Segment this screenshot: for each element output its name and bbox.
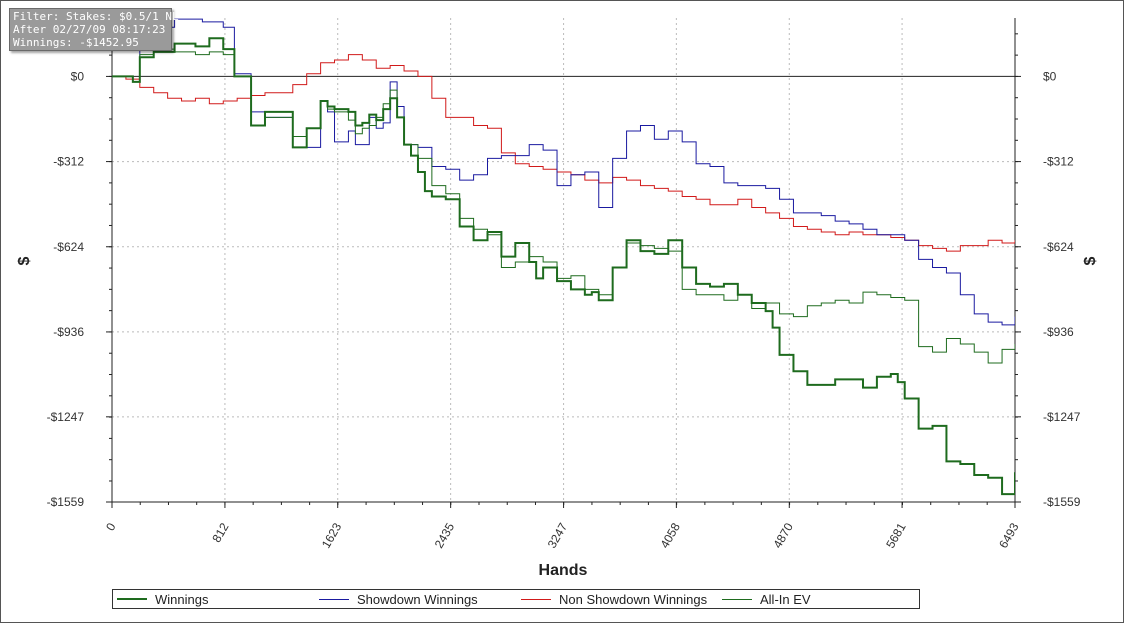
axes (106, 18, 1021, 508)
y-tick-label-left: -$1247 (47, 410, 85, 424)
x-tick-label: 1623 (319, 520, 345, 550)
series-line-non-showdown-winnings (112, 54, 1015, 252)
y-tick-label-right: -$1247 (1043, 410, 1081, 424)
legend: Winnings Showdown Winnings Non Showdown … (112, 589, 920, 609)
legend-swatch-winnings (117, 598, 147, 600)
legend-label-non-showdown: Non Showdown Winnings (559, 591, 708, 607)
legend-swatch-showdown (319, 598, 349, 600)
legend-item-showdown: Showdown Winnings (319, 590, 478, 608)
x-tick-label: 5681 (883, 520, 909, 550)
y-tick-label-right: -$624 (1043, 240, 1074, 254)
x-tick-label: 0 (103, 520, 119, 533)
y-tick-label-left: -$312 (53, 155, 84, 169)
x-tick-label: 3247 (545, 520, 571, 550)
filter-info-box: Filter: Stakes: $0.5/1 NL After 02/27/09… (9, 8, 179, 51)
y-axis-label-right: $ (1082, 256, 1099, 265)
y-tick-label-left: -$624 (53, 240, 84, 254)
legend-item-winnings: Winnings (117, 590, 208, 608)
legend-swatch-non-showdown (521, 598, 551, 600)
y-tick-label-left: -$936 (53, 325, 84, 339)
y-tick-label-left: $0 (71, 69, 85, 83)
y-tick-label-right: -$1559 (1043, 495, 1081, 509)
y-tick-label-right: -$312 (1043, 155, 1074, 169)
y-tick-label-right: -$936 (1043, 325, 1074, 339)
winnings-chart: $0 $0 -$312 -$312 -$624 -$624 -$936 -$936 -$1247… (16, 18, 1099, 579)
series-line-all-in-ev (112, 48, 1015, 364)
x-tick-label: 4870 (770, 520, 796, 550)
y-tick-label-left: -$1559 (47, 495, 85, 509)
y-axis-label-left: $ (16, 256, 33, 265)
x-tick-label: 6493 (996, 520, 1022, 550)
filter-winnings-text: Winnings: -$1452.95 (13, 36, 139, 49)
legend-swatch-allin-ev (722, 598, 752, 600)
y-tick-label-right: $0 (1043, 69, 1057, 83)
legend-label-showdown: Showdown Winnings (357, 591, 478, 607)
x-tick-label: 812 (209, 520, 231, 545)
filter-stakes-text: Filter: Stakes: $0.5/1 NL (13, 10, 179, 23)
series-lines (112, 18, 1015, 496)
grid (112, 18, 1015, 503)
series-line-winnings (112, 37, 1015, 496)
filter-date-text: After 02/27/09 08:17:23 (13, 23, 166, 36)
x-tick-label: 4058 (657, 520, 683, 550)
legend-item-non-showdown: Non Showdown Winnings (521, 590, 707, 608)
x-axis-label: Hands (539, 562, 588, 579)
legend-label-winnings: Winnings (155, 591, 209, 607)
legend-item-allin-ev: All-In EV (722, 590, 811, 608)
x-tick-label: 2435 (432, 520, 458, 550)
legend-label-allin-ev: All-In EV (760, 591, 811, 607)
